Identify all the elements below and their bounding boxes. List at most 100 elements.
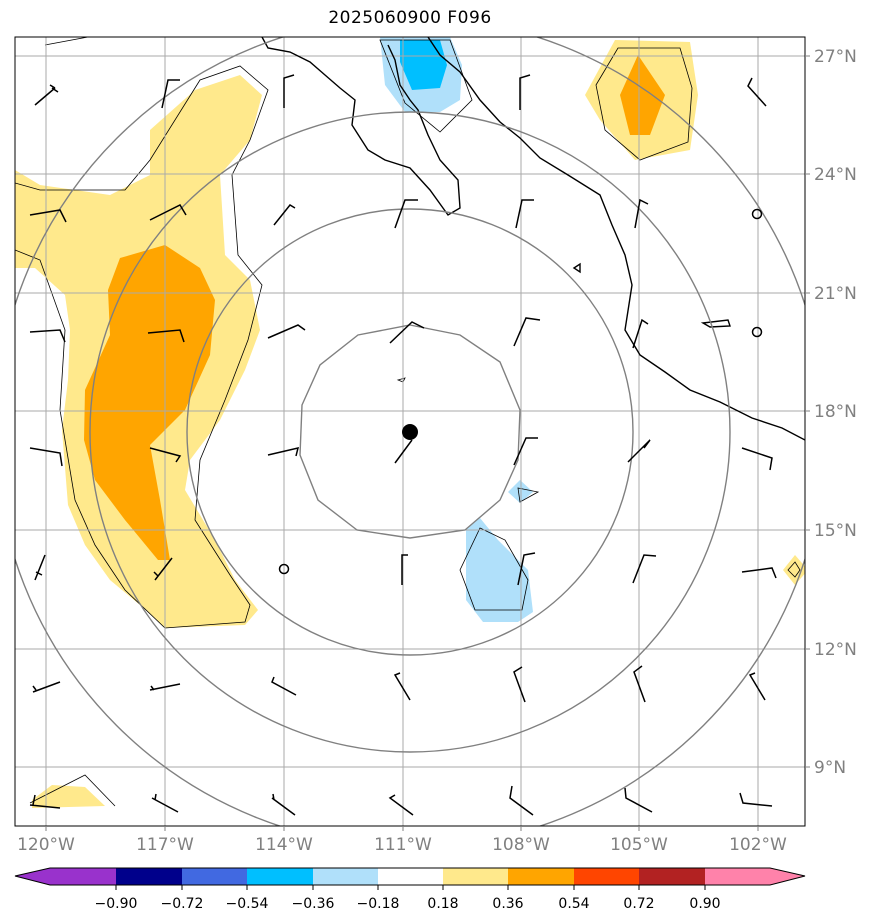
lat-label: 9°N — [814, 758, 846, 778]
wind-barb — [393, 672, 411, 701]
wind-barb — [513, 666, 526, 703]
wind-barb — [515, 199, 534, 229]
wind-barb — [149, 204, 187, 221]
wind-barb — [149, 447, 182, 463]
wind-barb — [271, 676, 297, 696]
wind-barb — [624, 787, 653, 813]
wind-barb — [388, 794, 414, 816]
lon-label: 111°W — [374, 835, 432, 855]
wind-barb — [29, 209, 67, 223]
calm-marker — [278, 563, 290, 575]
map-plot-area — [15, 37, 805, 826]
colorbar-label: 0.18 — [427, 896, 458, 912]
ring-3 — [89, 111, 731, 753]
wind-barb — [271, 793, 296, 816]
colorbar-segment — [50, 868, 116, 885]
orange-patch-northeast — [620, 55, 665, 135]
mainland-mexico-coast — [427, 37, 805, 441]
wind-barb — [517, 552, 536, 586]
shaded-positive-fields — [15, 40, 805, 808]
colorbar-label: −0.72 — [161, 896, 204, 912]
colorbar-outline — [14, 867, 806, 886]
wind-barbs — [29, 74, 777, 816]
colorbar-extend-low — [15, 868, 50, 885]
wind-barb — [747, 77, 767, 107]
lon-label: 102°W — [729, 835, 787, 855]
lat-label: 15°N — [814, 521, 857, 541]
wind-barb — [748, 672, 766, 701]
colorbar-label: 0.90 — [689, 896, 720, 912]
coastline — [261, 37, 805, 441]
lon-label: 105°W — [610, 835, 668, 855]
colorbar-ticks — [115, 885, 706, 890]
lat-label: 27°N — [814, 47, 857, 67]
wind-barb — [29, 794, 61, 809]
islas-marias — [700, 319, 731, 328]
wind-barb — [519, 74, 531, 110]
colorbar-segment — [313, 868, 378, 885]
colorbar-label: −0.54 — [226, 896, 269, 912]
colorbar-label: 0.36 — [492, 896, 523, 912]
calm-wind-markers — [278, 208, 763, 575]
ring-2 — [186, 208, 634, 656]
shaded-negative-fields — [380, 37, 533, 622]
colorbar-labels: −0.90 −0.72 −0.54 −0.36 −0.18 0.18 0.36 … — [95, 896, 721, 912]
lat-label: 21°N — [814, 284, 857, 304]
cyan-patch-north — [400, 40, 447, 90]
wind-barb — [147, 329, 185, 343]
colorbar-label: −0.36 — [292, 896, 335, 912]
wind-barb — [741, 567, 777, 579]
wind-barb — [632, 554, 657, 584]
calm-marker — [751, 326, 763, 338]
wind-barb — [161, 79, 180, 109]
lon-label: 120°W — [17, 835, 75, 855]
wind-barb — [509, 785, 534, 816]
longitude-labels: 120°W 117°W 114°W 111°W 108°W 105°W 102°… — [17, 835, 787, 855]
wind-barb — [149, 683, 181, 691]
lat-label: 18°N — [814, 402, 857, 422]
wind-barb — [29, 329, 66, 343]
colorbar-segment — [705, 868, 770, 885]
colorbar-segment — [574, 868, 639, 885]
wind-barb — [394, 439, 413, 464]
map-frame — [14, 36, 806, 827]
wind-barb — [29, 447, 63, 467]
colorbar-segment — [116, 868, 182, 885]
wind-barb — [389, 321, 425, 344]
wind-barb — [513, 437, 538, 466]
map-title: 2025060900 F096 — [328, 8, 492, 28]
wind-barb — [34, 554, 46, 581]
wind-barb — [513, 317, 541, 347]
wind-barb — [283, 74, 295, 108]
wind-barb — [267, 324, 306, 339]
colorbar-label: −0.90 — [95, 896, 138, 912]
gridlines — [15, 37, 805, 826]
colorbar-segment — [182, 868, 247, 885]
gulf-island — [572, 262, 581, 274]
colorbar-segment — [508, 868, 574, 885]
yellow-patch-east — [783, 555, 805, 585]
ring-1 — [299, 324, 521, 539]
lat-label: 12°N — [814, 640, 857, 660]
distance-rings — [15, 37, 805, 826]
axis-ticks — [45, 55, 810, 831]
wind-barb — [741, 447, 773, 471]
wind-barb — [633, 665, 646, 703]
wind-barb — [394, 199, 418, 229]
colorbar-extend-high — [770, 868, 805, 885]
wind-barb — [634, 198, 649, 229]
wind-barb — [401, 554, 408, 585]
wind-barb — [153, 557, 173, 581]
storm-center-marker — [402, 424, 418, 440]
colorbar-label: −0.18 — [357, 896, 400, 912]
wind-barb — [32, 681, 61, 693]
contour-lines — [15, 37, 801, 807]
lon-label: 108°W — [492, 835, 550, 855]
baja-california-coast — [261, 37, 461, 216]
lat-label: 24°N — [814, 165, 857, 185]
lon-label: 114°W — [255, 835, 313, 855]
wind-barb — [151, 793, 179, 813]
blue-patch-south — [466, 518, 533, 622]
colorbar: −0.90 −0.72 −0.54 −0.36 −0.18 0.18 0.36 … — [14, 867, 806, 912]
